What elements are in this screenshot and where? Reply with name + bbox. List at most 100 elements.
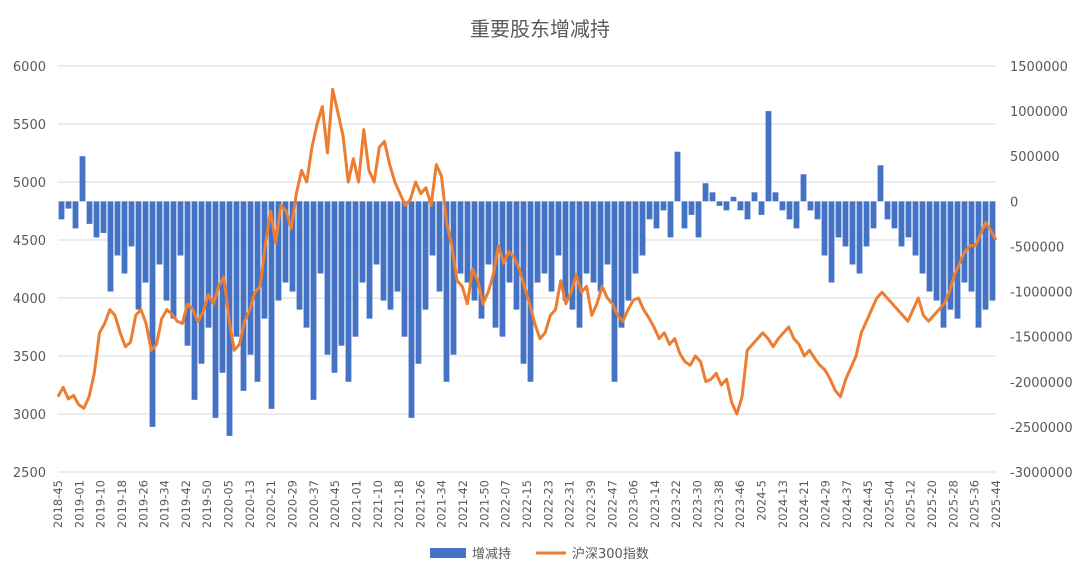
right-y-axis: -3000000 -2500000 -2000000 -1500000 -1000000… [1010,60,1073,481]
bar-99 [751,192,758,202]
left-tick-label-7: 6000 [13,60,46,75]
x-tick-label-9: 2020-13 [243,480,257,528]
right-tick-label-8: 1000000 [1010,105,1068,120]
bar-22 [212,201,219,418]
bar-48 [394,201,401,292]
bar-58 [464,201,471,283]
bar-7 [107,201,114,292]
legend-label-line: 沪深300指数 [572,546,649,562]
x-tick-label-40: 2025-12 [904,480,918,528]
bar-12 [142,201,149,283]
right-tick-label-3: -1500000 [1010,331,1073,346]
bar-39 [331,201,338,373]
bar-0 [58,201,65,220]
bar-series-zengjianchi [58,111,996,436]
bar-89 [681,201,688,229]
bar-123 [919,201,926,274]
x-tick-label-31: 2023-38 [712,480,726,528]
bar-84 [646,201,653,220]
bar-92 [702,183,709,202]
x-tick-label-5: 2019-34 [158,480,172,528]
hs300-line [56,87,998,416]
x-tick-label-21: 2022-07 [499,480,513,528]
x-tick-label-19: 2021-42 [456,480,470,528]
bar-54 [436,201,443,292]
left-tick-label-3: 4000 [13,292,46,307]
bar-97 [737,201,744,211]
x-tick-label-8: 2020-05 [222,480,236,528]
right-tick-label-9: 1500000 [1010,60,1068,75]
bar-47 [387,201,394,310]
bar-125 [933,201,940,301]
bar-112 [842,201,849,247]
bar-76 [590,201,597,283]
bar-74 [576,201,583,328]
left-tick-label-0: 2500 [13,466,46,481]
legend-label-bar: 增减持 [472,547,511,562]
bar-116 [870,201,877,229]
bar-43 [359,201,366,283]
x-tick-label-41: 2025-20 [925,480,939,528]
left-tick-label-6: 5500 [13,118,46,133]
bar-26 [240,201,247,391]
bar-127 [947,201,954,310]
bar-90 [688,201,695,215]
legend: 增减持 沪深300指数 [430,546,649,562]
right-tick-label-5: -500000 [1010,240,1064,255]
bar-60 [478,201,485,319]
x-tick-label-26: 2022-47 [605,480,619,528]
x-tick-label-30: 2023-30 [691,480,705,528]
left-tick-label-5: 5000 [13,176,46,191]
chart-title: 重要股东增减持 [470,17,610,41]
bar-117 [877,165,884,202]
line-series-hs300 [56,87,998,416]
bar-8 [114,201,121,256]
bar-36 [310,201,317,400]
x-tick-label-42: 2025-28 [946,480,960,528]
bar-31 [275,201,282,301]
bar-111 [835,201,842,238]
bar-53 [429,201,436,256]
x-tick-label-37: 2024-37 [840,480,854,528]
x-tick-label-29: 2023-22 [669,480,683,528]
x-tick-label-10: 2020-21 [264,480,278,528]
bar-69 [541,201,548,274]
bar-46 [380,201,387,301]
x-tick-label-35: 2024-21 [797,480,811,528]
bar-83 [639,201,646,256]
bar-49 [401,201,408,337]
bar-61 [485,201,492,265]
bar-17 [177,201,184,256]
bar-100 [758,201,765,215]
x-tick-label-6: 2019-42 [179,480,193,528]
bar-15 [163,201,170,301]
bar-82 [632,201,639,274]
x-tick-label-43: 2025-36 [968,480,982,528]
bar-40 [338,201,345,346]
bar-122 [912,201,919,256]
x-tick-label-14: 2021-01 [349,480,363,528]
bar-6 [100,201,107,233]
right-tick-label-7: 500000 [1010,150,1060,165]
bar-88 [674,151,681,202]
bar-73 [569,201,576,310]
bar-113 [849,201,856,265]
bar-119 [891,201,898,229]
bar-87 [667,201,674,238]
bar-95 [723,201,730,211]
x-tick-label-25: 2022-39 [584,480,598,528]
bar-121 [905,201,912,238]
bar-42 [352,201,359,337]
bar-126 [940,201,947,328]
x-tick-label-44: 2025-44 [989,480,1003,528]
bar-38 [324,201,331,355]
bar-59 [471,201,478,301]
bar-16 [170,201,177,319]
bar-14 [156,201,163,265]
bar-1 [65,201,72,209]
bar-33 [289,201,296,292]
x-tick-label-2: 2019-10 [94,480,108,528]
bar-71 [555,201,562,256]
bar-110 [828,201,835,283]
